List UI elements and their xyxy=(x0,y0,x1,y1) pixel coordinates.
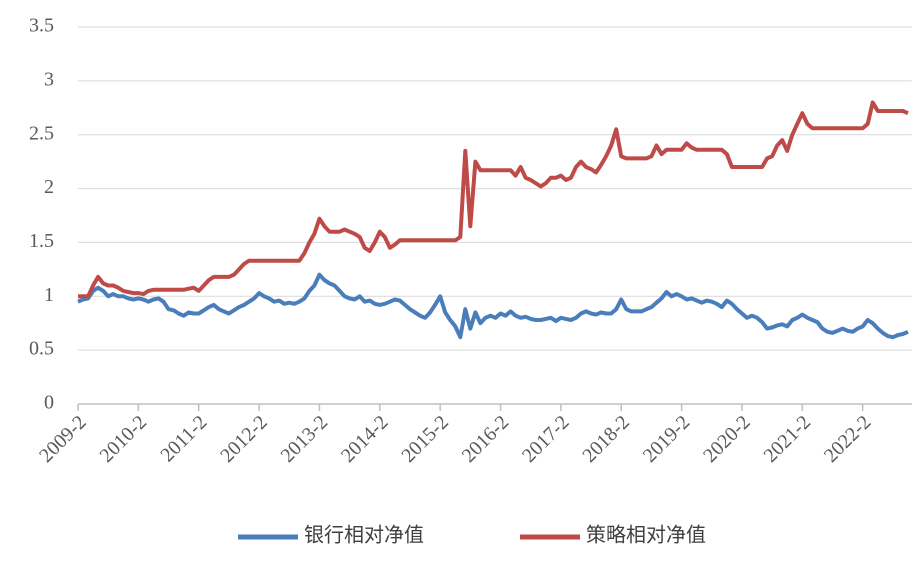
x-tick-label: 2018-2 xyxy=(578,411,634,467)
x-tick-label: 2011-2 xyxy=(156,411,211,466)
legend-label: 银行相对净值 xyxy=(304,524,424,547)
y-tick-label: 3.5 xyxy=(29,15,54,37)
x-tick-label: 2012-2 xyxy=(216,411,272,467)
y-tick-label: 1 xyxy=(44,284,54,306)
x-tick-label: 2016-2 xyxy=(458,411,514,467)
x-tick-label: 2019-2 xyxy=(639,411,695,467)
x-tick-label: 2014-2 xyxy=(337,411,393,467)
y-tick-label: 2.5 xyxy=(29,122,54,144)
x-tick-label: 2013-2 xyxy=(277,411,333,467)
y-tick-label: 1.5 xyxy=(29,230,54,252)
x-tick-label: 2015-2 xyxy=(397,411,453,467)
x-tick-label: 2017-2 xyxy=(518,411,574,467)
x-tick-label: 2020-2 xyxy=(699,411,755,467)
y-tick-label: 3 xyxy=(44,68,54,90)
x-tick-label: 2022-2 xyxy=(820,411,876,467)
legend-label: 策略相对净值 xyxy=(586,524,706,547)
legend: 银行相对净值 策略相对净值 xyxy=(238,524,706,547)
x-tick-label: 2009-2 xyxy=(35,411,91,467)
y-tick-label: 0 xyxy=(44,392,54,414)
y-tick-label: 2 xyxy=(44,176,54,198)
y-tick-label: 0.5 xyxy=(29,338,54,360)
x-tick-label: 2021-2 xyxy=(759,411,815,467)
line-series xyxy=(77,272,909,340)
x-tick-label: 2010-2 xyxy=(96,411,152,467)
line-series xyxy=(78,100,909,299)
